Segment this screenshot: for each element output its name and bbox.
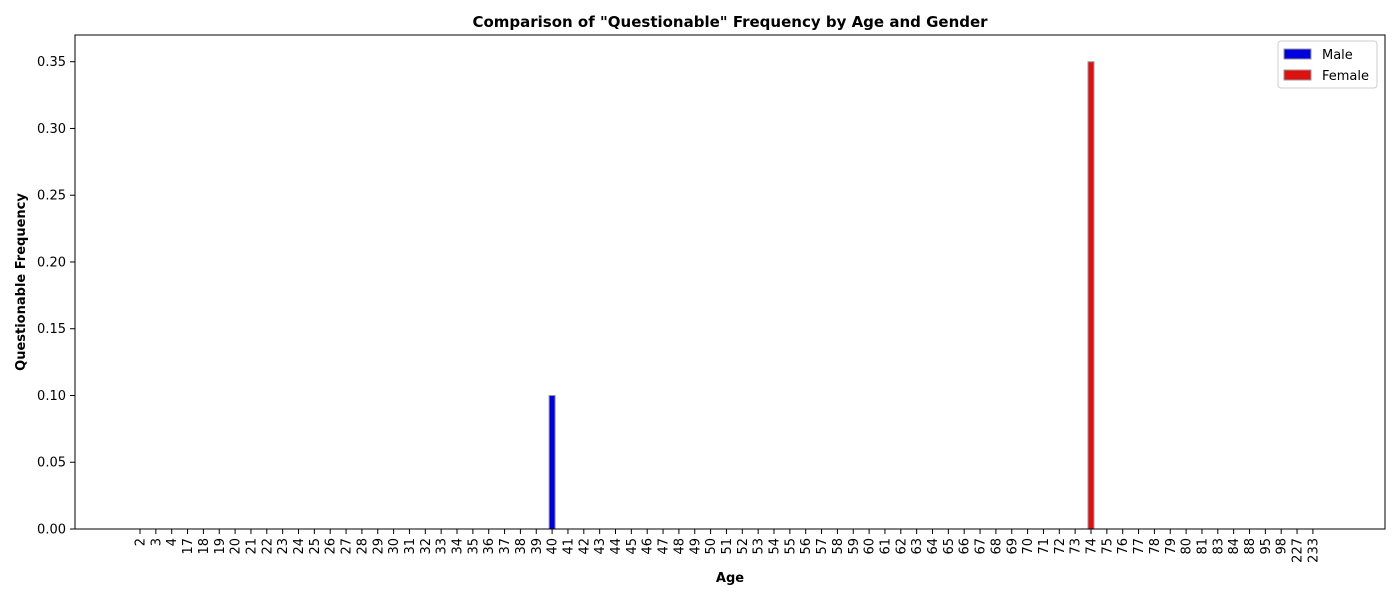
x-tick-label: 18 [197,538,212,555]
x-tick-label: 67 [974,538,989,555]
y-tick-label: 0.05 [37,456,66,471]
y-tick-label: 0.30 [37,122,66,137]
x-axis-label: Age [716,571,744,586]
x-tick-label: 45 [625,538,640,555]
legend-label-male: Male [1322,48,1353,63]
x-tick-label: 43 [593,538,608,555]
x-tick-label: 73 [1069,538,1084,555]
x-tick-label: 66 [958,538,973,555]
x-tick-label: 57 [815,538,830,555]
x-tick-label: 50 [704,538,719,555]
y-tick-label: 0.00 [37,523,66,538]
x-tick-label: 33 [435,538,450,555]
x-tick-label: 68 [989,538,1004,555]
x-tick-label: 76 [1116,538,1131,555]
x-tick-label: 64 [926,538,941,555]
bar-female-74 [1087,61,1095,530]
y-tick-label: 0.10 [37,389,66,404]
x-tick-label: 32 [419,538,434,555]
x-tick-label: 56 [799,538,814,555]
y-axis-label: Questionable Frequency [14,193,29,371]
x-tick-label: 31 [403,538,418,555]
x-tick-label: 29 [371,538,386,555]
x-tick-label: 61 [878,538,893,555]
x-tick-label: 38 [514,538,529,555]
x-tick-label: 46 [641,538,656,555]
x-tick-label: 24 [292,538,307,555]
x-tick-label: 35 [466,538,481,555]
x-tick-label: 22 [260,538,275,555]
x-tick-label: 79 [1164,538,1179,555]
x-tick-label: 19 [213,538,228,555]
x-tick-label: 36 [482,538,497,555]
x-tick-label: 3 [149,538,164,546]
x-tick-label: 83 [1211,538,1226,555]
x-tick-label: 70 [1021,538,1036,555]
x-tick-label: 41 [561,538,576,555]
x-tick-label: 30 [387,538,402,555]
x-tick-label: 39 [530,538,545,555]
x-tick-label: 42 [577,538,592,555]
x-tick-label: 4 [165,538,180,546]
x-tick-label: 25 [308,538,323,555]
x-tick-label: 21 [244,538,259,555]
x-tick-label: 63 [910,538,925,555]
legend-swatch-female [1283,69,1312,81]
y-tick-label: 0.20 [37,255,66,270]
x-tick-label: 44 [609,538,624,555]
x-tick-label: 233 [1306,538,1321,563]
x-tick-label: 27 [340,538,355,555]
x-tick-label: 34 [451,538,466,555]
x-tick-label: 40 [546,538,561,555]
x-tick-label: 37 [498,538,513,555]
x-tick-label: 65 [942,538,957,555]
x-tick-label: 69 [1005,538,1020,555]
legend-label-female: Female [1322,69,1369,84]
x-tick-label: 58 [831,538,846,555]
x-tick-label: 227 [1291,538,1306,563]
x-tick-label: 48 [672,538,687,555]
x-tick-label: 62 [894,538,909,555]
x-tick-label: 55 [783,538,798,555]
bars-layer [548,61,1095,530]
x-tick-label: 95 [1259,538,1274,555]
y-tick-label: 0.25 [37,189,66,204]
chart-title: Comparison of "Questionable" Frequency b… [472,13,988,31]
x-tick-label: 84 [1227,538,1242,555]
y-ticks: 0.00 0.05 0.10 0.15 0.20 0.25 0.30 0.35 [37,55,75,538]
x-tick-label: 53 [752,538,767,555]
x-tick-label: 60 [863,538,878,555]
x-tick-label: 72 [1053,538,1068,555]
x-tick-label: 51 [720,538,735,555]
x-tick-label: 59 [847,538,862,555]
x-tick-label: 28 [355,538,370,555]
x-tick-label: 54 [768,538,783,555]
x-tick-label: 98 [1275,538,1290,555]
x-tick-label: 80 [1180,538,1195,555]
legend-swatch-male [1283,48,1312,60]
x-ticks: 2 3 4 17 18 19 20 21 22 23 24 25 26 27 28 29 30 31 32 33 34 3… [134,529,1321,563]
x-tick-label: 75 [1100,538,1115,555]
y-tick-label: 0.15 [37,322,66,337]
x-tick-label: 26 [324,538,339,555]
x-tick-label: 52 [736,538,751,555]
legend: Male Female [1277,40,1378,89]
x-tick-label: 78 [1148,538,1163,555]
x-tick-label: 20 [229,538,244,555]
x-tick-label: 71 [1037,538,1052,555]
x-tick-label: 23 [276,538,291,555]
x-tick-label: 74 [1085,538,1100,555]
x-tick-label: 77 [1132,538,1147,555]
x-tick-label: 17 [181,538,196,555]
y-tick-label: 0.35 [37,55,66,70]
x-tick-label: 2 [134,538,149,546]
x-tick-label: 49 [688,538,703,555]
x-tick-label: 47 [657,538,672,555]
bar-male-40 [548,394,556,530]
x-tick-label: 81 [1195,538,1210,555]
plot-frame [74,34,1386,530]
x-tick-label: 88 [1243,538,1258,555]
